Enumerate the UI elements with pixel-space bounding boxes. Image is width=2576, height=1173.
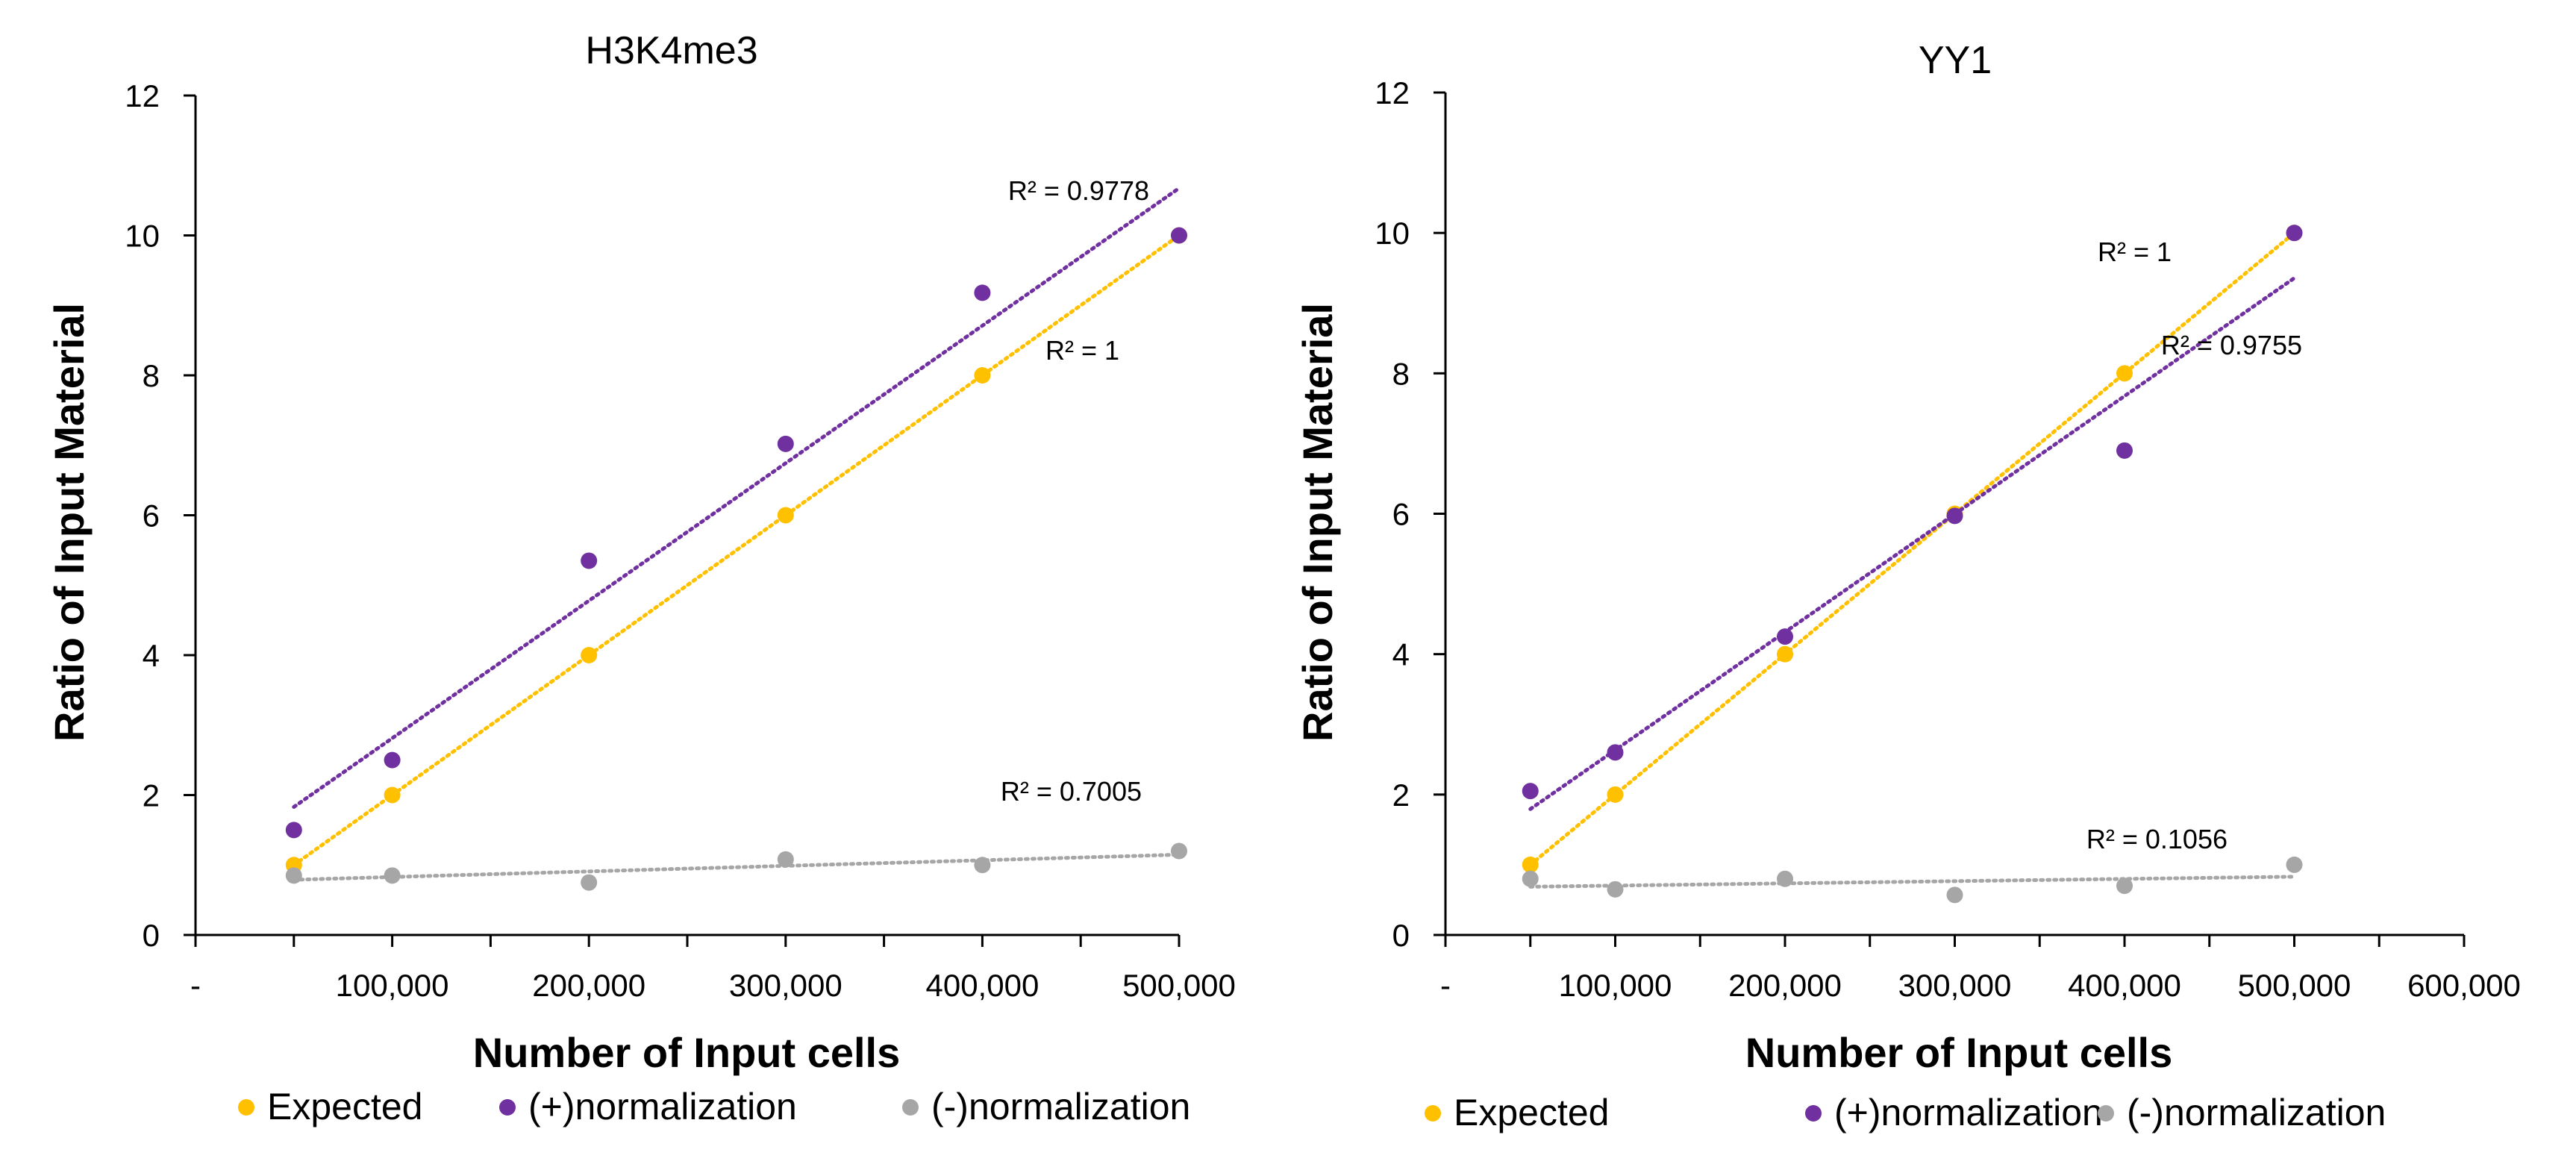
data-point — [1777, 870, 1793, 887]
x-tick-label: 600,000 — [2407, 968, 2521, 1003]
data-point — [2286, 856, 2303, 873]
legend-marker — [499, 1099, 516, 1116]
data-point — [777, 507, 794, 524]
y-tick-label: 0 — [143, 918, 160, 953]
x-tick-label: 100,000 — [336, 968, 449, 1003]
trendline-2 — [292, 852, 1181, 882]
data-point — [1522, 856, 1539, 873]
legend-marker — [902, 1099, 919, 1116]
legend-label: (-)normalization — [2127, 1092, 2386, 1133]
data-point — [777, 435, 794, 452]
r2-label: R² = 1 — [1045, 335, 1119, 366]
y-tick-label: 2 — [143, 778, 160, 813]
y-tick-label: 4 — [143, 638, 160, 673]
y-tick-label: 6 — [143, 498, 160, 534]
x-tick-label: 400,000 — [2068, 968, 2181, 1003]
data-point — [974, 857, 991, 874]
legend-label: (+)normalization — [1834, 1092, 2103, 1133]
data-point — [2286, 225, 2303, 242]
y-tick-label: 10 — [1375, 216, 1410, 251]
trendline-1 — [1528, 276, 2296, 811]
legend-marker — [2098, 1105, 2114, 1122]
r2-label: R² = 0.9755 — [2161, 330, 2302, 360]
y-tick-label: 8 — [143, 358, 160, 393]
data-point — [384, 751, 401, 769]
data-point — [1777, 645, 1793, 663]
data-point — [2116, 878, 2133, 895]
y-tick-label: 12 — [1375, 75, 1410, 110]
r2-label: R² = 0.1056 — [2086, 824, 2228, 854]
r2-label: R² = 0.9778 — [1008, 175, 1149, 206]
x-axis-title: Number of Input cells — [473, 1029, 901, 1076]
data-point — [974, 367, 991, 384]
legend-label: Expected — [1454, 1092, 1609, 1133]
data-point — [581, 874, 598, 891]
legend-marker — [1425, 1105, 1441, 1122]
data-point — [1607, 880, 1624, 898]
data-point — [384, 867, 401, 884]
data-point — [777, 851, 794, 868]
x-tick-label: 300,000 — [729, 968, 842, 1003]
y-axis-title: Ratio of Input Material — [46, 303, 93, 742]
x-tick-label: 100,000 — [1559, 968, 1672, 1003]
trendline-0 — [1528, 231, 2296, 867]
x-tick-label: 300,000 — [1898, 968, 2012, 1003]
chart-title: H3K4me3 — [585, 29, 757, 72]
data-point — [1946, 507, 1963, 525]
data-point — [1607, 744, 1624, 761]
y-tick-label: 0 — [1392, 918, 1410, 953]
legend-label: Expected — [267, 1086, 422, 1127]
trendline-2 — [1528, 875, 2296, 889]
data-point — [974, 284, 991, 301]
y-tick-label: 4 — [1392, 637, 1410, 672]
x-tick-label: - — [1440, 968, 1451, 1003]
y-tick-label: 10 — [125, 219, 160, 254]
data-point — [2116, 365, 2133, 382]
x-tick-label: 200,000 — [532, 968, 645, 1003]
data-point — [581, 647, 598, 663]
chart-1: YY1 - 100,000 200,000 300,000 400,000 500,000 6… — [1294, 39, 2521, 1133]
x-tick-label: 400,000 — [925, 968, 1039, 1003]
legend-label: (+)normalization — [528, 1086, 797, 1127]
data-point — [1522, 870, 1539, 887]
r2-label: R² = 1 — [2098, 237, 2172, 267]
chart-0: H3K4me3 - 100,000 200,000 300,000 400,000 500,… — [46, 29, 1236, 1127]
data-point — [1171, 227, 1187, 244]
y-tick-label: 6 — [1392, 497, 1410, 532]
legend-marker — [1805, 1105, 1822, 1122]
y-tick-label: 12 — [125, 78, 160, 113]
data-point — [581, 552, 598, 569]
r2-label: R² = 0.7005 — [1001, 776, 1142, 807]
x-tick-label: 500,000 — [1122, 968, 1236, 1003]
chart-title: YY1 — [1919, 39, 1992, 82]
x-axis-title: Number of Input cells — [1745, 1029, 2173, 1076]
x-tick-label: 500,000 — [2238, 968, 2351, 1003]
data-point — [1171, 842, 1187, 860]
data-point — [2116, 442, 2133, 459]
trendline-1 — [292, 186, 1181, 809]
data-point — [384, 786, 401, 804]
data-point — [1522, 783, 1539, 800]
y-axis-title: Ratio of Input Material — [1294, 303, 1341, 742]
data-point — [285, 822, 302, 839]
legend-marker — [238, 1099, 254, 1116]
data-point — [1946, 886, 1963, 904]
x-tick-label: 200,000 — [1728, 968, 1842, 1003]
data-point — [1607, 786, 1624, 803]
y-tick-label: 8 — [1392, 356, 1410, 391]
x-tick-label: - — [190, 968, 201, 1003]
data-point — [1777, 628, 1793, 645]
y-tick-label: 2 — [1392, 778, 1410, 813]
legend-label: (-)normalization — [931, 1086, 1190, 1127]
data-point — [285, 867, 302, 884]
trendline-0 — [292, 234, 1181, 867]
